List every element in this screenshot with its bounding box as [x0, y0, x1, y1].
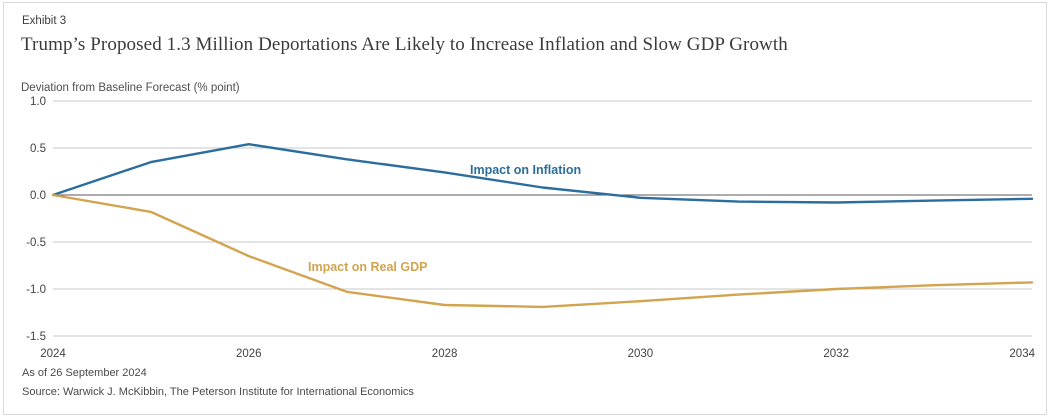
series-line-impact-on-inflation — [51, 142, 1034, 204]
y-axis-tick-label: 0.0 — [30, 190, 46, 202]
x-axis-tick-label: 2030 — [628, 348, 654, 360]
y-axis-tick-label: 0.5 — [30, 143, 46, 155]
chart-title: Trump’s Proposed 1.3 Million Deportation… — [21, 34, 788, 55]
y-axis-tick-label: -1.5 — [26, 331, 46, 343]
series-label-impact-on-real-gdp: Impact on Real GDP — [308, 260, 427, 274]
exhibit-card: Exhibit 3 Trump’s Proposed 1.3 Million D… — [3, 2, 1047, 415]
x-axis-tick-label: 2028 — [432, 348, 458, 360]
series-label-impact-on-inflation: Impact on Inflation — [470, 163, 581, 177]
x-axis-tick-label: 2024 — [40, 348, 66, 360]
y-axis-tick-label: 1.0 — [30, 96, 46, 108]
x-axis-tick-label: 2032 — [823, 348, 849, 360]
footnote-source: Source: Warwick J. McKibbin, The Peterso… — [22, 386, 414, 398]
series-line-impact-on-real-gdp — [51, 193, 1034, 309]
exhibit-label: Exhibit 3 — [22, 15, 67, 27]
y-axis-tick-label: -1.0 — [26, 284, 46, 296]
x-axis-tick-label: 2026 — [236, 348, 262, 360]
axis-unit-label: Deviation from Baseline Forecast (% poin… — [21, 82, 240, 94]
footnote-as-of-date: As of 26 September 2024 — [22, 367, 147, 379]
y-axis-tick-label: -0.5 — [26, 237, 46, 249]
x-axis-tick-label: 2034 — [1009, 348, 1035, 360]
